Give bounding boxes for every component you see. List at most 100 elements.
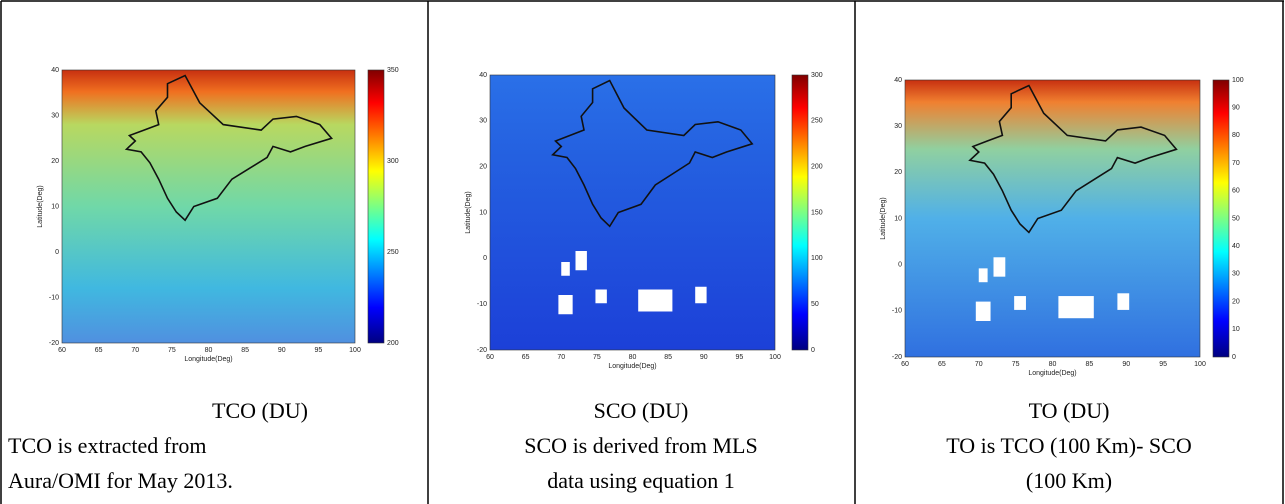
y-tick-label: -20 [477, 347, 487, 354]
colorbar-tick-label: 250 [387, 249, 399, 256]
y-axis-label: Latitude(Deg) [465, 191, 472, 233]
x-tick-label: 80 [629, 354, 637, 361]
colorbar-tick-label: 200 [387, 340, 399, 347]
y-tick-label: 0 [898, 262, 902, 269]
colorbar-tick-label: 10 [1232, 326, 1240, 333]
y-tick-label: 0 [483, 255, 487, 262]
y-tick-label: 30 [51, 112, 59, 119]
heatmap [61, 69, 356, 344]
missing-data [975, 301, 991, 321]
colorbar-tick-label: 200 [811, 164, 823, 171]
y-tick-label: 40 [894, 77, 902, 84]
map-outline [968, 84, 1178, 234]
y-axis-label: Latitude(Deg) [880, 197, 887, 239]
x-axis-label: Longitude(Deg) [1028, 370, 1076, 377]
x-tick-label: 90 [700, 354, 708, 361]
colorbar-tick-label: 80 [1232, 132, 1240, 139]
y-tick-label: 10 [479, 209, 487, 216]
y-tick-label: 30 [894, 123, 902, 130]
colorbar-tick-label: 0 [811, 347, 815, 354]
colorbar-tick-label: 90 [1232, 105, 1240, 112]
caption-text: SCO is derived from MLS [524, 433, 757, 458]
missing-data [993, 257, 1006, 277]
caption-title: TCO (DU) [212, 398, 308, 423]
colorbar [367, 69, 385, 344]
heatmap [904, 79, 1201, 358]
y-tick-label: -10 [892, 308, 902, 315]
x-tick-label: 90 [278, 347, 286, 354]
y-tick-label: -20 [49, 340, 59, 347]
y-tick-label: 0 [55, 249, 59, 256]
y-tick-label: 40 [479, 72, 487, 79]
missing-data [695, 286, 707, 304]
colorbar [1212, 79, 1230, 358]
y-tick-label: -20 [892, 354, 902, 361]
x-tick-label: 60 [486, 354, 494, 361]
colorbar-tick-label: 30 [1232, 271, 1240, 278]
y-tick-label: -10 [477, 301, 487, 308]
missing-data [558, 295, 573, 315]
x-tick-label: 75 [593, 354, 601, 361]
colorbar-tick-label: 40 [1232, 243, 1240, 250]
missing-data [638, 289, 673, 312]
colorbar-tick-label: 300 [811, 72, 823, 79]
map-outline [551, 79, 754, 228]
colorbar [791, 74, 809, 351]
colorbar-tick-label: 20 [1232, 298, 1240, 305]
caption-title: SCO (DU) [594, 398, 689, 423]
colorbar-tick-label: 300 [387, 158, 399, 165]
y-axis-label: Latitude(Deg) [37, 185, 44, 227]
x-axis-label: Longitude(Deg) [608, 363, 656, 370]
y-tick-label: -10 [49, 294, 59, 301]
caption-text: Aura/OMI for May 2013. [8, 468, 233, 493]
x-tick-label: 90 [1122, 361, 1130, 368]
missing-data [1014, 296, 1026, 310]
x-tick-label: 65 [95, 347, 103, 354]
colorbar-tick-label: 150 [811, 209, 823, 216]
x-tick-label: 65 [522, 354, 530, 361]
caption-title: TO (DU) [1029, 398, 1110, 423]
x-tick-label: 60 [901, 361, 909, 368]
colorbar-tick-label: 60 [1232, 188, 1240, 195]
map-outline [124, 74, 334, 222]
y-tick-label: 10 [894, 215, 902, 222]
y-tick-label: 20 [51, 158, 59, 165]
x-axis-label: Longitude(Deg) [184, 356, 232, 363]
missing-data [561, 262, 570, 276]
missing-data [1117, 293, 1130, 310]
colorbar-tick-label: 350 [387, 67, 399, 74]
x-tick-label: 95 [735, 354, 743, 361]
x-tick-label: 80 [205, 347, 213, 354]
x-tick-label: 95 [1159, 361, 1167, 368]
x-tick-label: 85 [241, 347, 249, 354]
x-tick-label: 70 [557, 354, 565, 361]
x-tick-label: 100 [1194, 361, 1206, 368]
x-tick-label: 100 [769, 354, 781, 361]
x-tick-label: 75 [1012, 361, 1020, 368]
x-tick-label: 70 [131, 347, 139, 354]
y-tick-label: 40 [51, 67, 59, 74]
colorbar-tick-label: 100 [811, 255, 823, 262]
y-tick-label: 20 [479, 164, 487, 171]
x-tick-label: 85 [1085, 361, 1093, 368]
caption-text: data using equation 1 [547, 468, 735, 493]
x-tick-label: 60 [58, 347, 66, 354]
x-tick-label: 100 [349, 347, 361, 354]
y-tick-label: 30 [479, 118, 487, 125]
x-tick-label: 70 [975, 361, 983, 368]
colorbar-tick-label: 250 [811, 118, 823, 125]
colorbar-tick-label: 0 [1232, 354, 1236, 361]
missing-data [1058, 296, 1094, 319]
y-tick-label: 20 [894, 169, 902, 176]
caption-text: (100 Km) [1026, 468, 1112, 493]
missing-data [595, 289, 607, 304]
missing-data [978, 268, 988, 283]
x-tick-label: 85 [664, 354, 672, 361]
colorbar-tick-label: 100 [1232, 77, 1244, 84]
heatmap [489, 74, 776, 351]
